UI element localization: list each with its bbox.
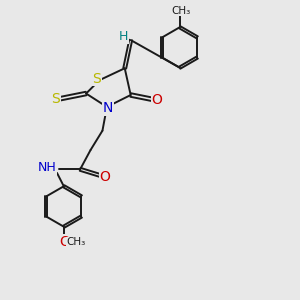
Text: CH₃: CH₃ <box>172 6 191 16</box>
Text: N: N <box>103 101 113 116</box>
Text: S: S <box>51 92 60 106</box>
Text: O: O <box>99 170 110 184</box>
Text: CH₃: CH₃ <box>67 237 86 247</box>
Text: O: O <box>59 235 70 249</box>
Text: S: S <box>92 72 101 86</box>
Text: O: O <box>152 93 163 107</box>
Text: H: H <box>118 30 128 43</box>
Text: NH: NH <box>38 161 56 174</box>
